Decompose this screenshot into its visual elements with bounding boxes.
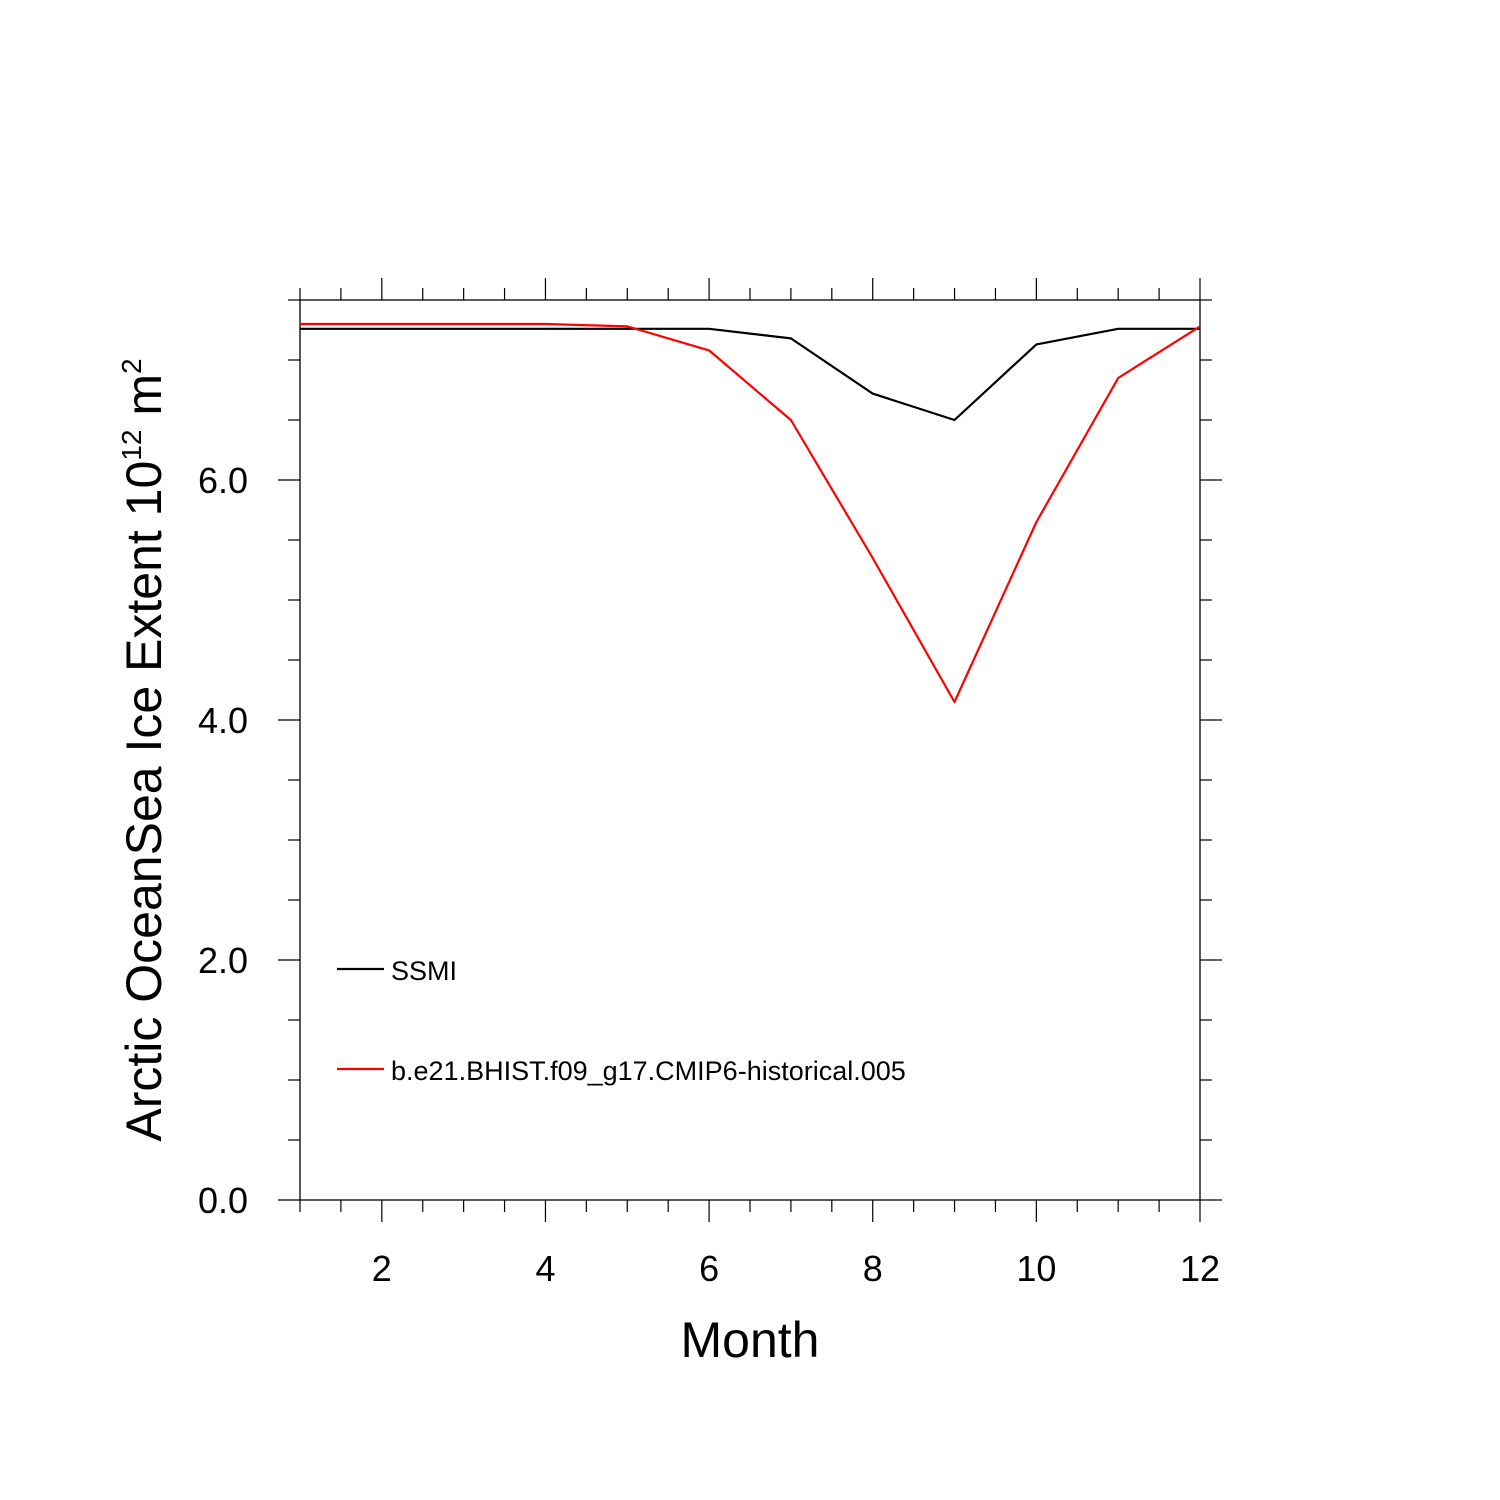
x-tick-label: 12: [1180, 1248, 1220, 1289]
axis-tick-labels: 2 4 6 8 10 12 0.0 2.0 4.0 6.0: [198, 460, 1220, 1289]
legend-label-ssmi: SSMI: [391, 956, 457, 986]
y-axis-title-unit: m: [116, 374, 172, 416]
y-tick-label: 2.0: [198, 940, 248, 981]
axis-ticks: [278, 278, 1222, 1222]
x-tick-label: 10: [1016, 1248, 1056, 1289]
y-axis-title-unit-exponent: 2: [116, 358, 147, 374]
series-line-0: [300, 327, 1200, 422]
y-tick-label: 0.0: [198, 1180, 248, 1221]
y-axis-title-main: Arctic OceanSea Ice Extent 10: [116, 461, 172, 1142]
x-tick-label: 6: [699, 1248, 719, 1289]
x-tick-label: 4: [535, 1248, 555, 1289]
y-axis-title: Arctic OceanSea Ice Extent 1012 m2: [116, 358, 172, 1141]
legend-label-model: b.e21.BHIST.f09_g17.CMIP6-historical.005: [391, 1056, 906, 1086]
legend: SSMI b.e21.BHIST.f09_g17.CMIP6-historica…: [337, 956, 906, 1086]
series-line-1: [300, 322, 1201, 704]
series-lines: [300, 322, 1201, 704]
y-axis-title-space: [116, 416, 172, 430]
x-tick-label: 2: [372, 1248, 392, 1289]
y-tick-label: 6.0: [198, 460, 248, 501]
y-axis-title-exponent: 12: [116, 430, 147, 461]
y-tick-label: 4.0: [198, 700, 248, 741]
x-axis-title: Month: [681, 1312, 820, 1368]
x-tick-label: 8: [863, 1248, 883, 1289]
